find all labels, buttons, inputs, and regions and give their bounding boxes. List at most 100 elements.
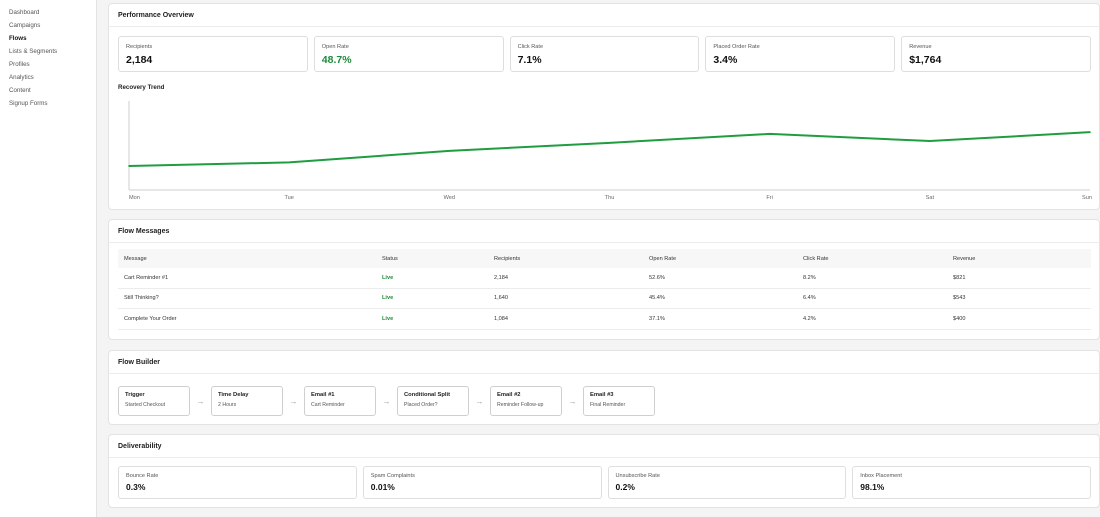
sidebar-item-content[interactable]: Content [9, 87, 31, 94]
flow-step-email-1[interactable]: Email #1 Cart Reminder [304, 386, 376, 416]
metric-label: Inbox Placement [860, 473, 902, 479]
metric-value: $1,764 [909, 54, 942, 66]
arrow-right-icon: → [475, 396, 484, 406]
flow-steps: Trigger Started Checkout → Time Delay 2 … [118, 386, 655, 416]
data-point [288, 161, 290, 164]
sidebar-item-profiles[interactable]: Profiles [9, 61, 30, 68]
column-header-status: Status [382, 255, 398, 262]
deliverability-metrics: Bounce Rate 0.3% Spam Complaints 0.01% U… [118, 466, 1091, 499]
flow-step-email-3[interactable]: Email #3 Final Reminder [583, 386, 655, 416]
sidebar-item-signup-forms[interactable]: Signup Forms [9, 100, 48, 107]
metric-inbox-placement: Inbox Placement 98.1% [852, 466, 1091, 499]
sidebar-item-dashboard[interactable]: Dashboard [9, 9, 40, 16]
sidebar-item-flows[interactable]: Flows [9, 35, 27, 42]
flow-step-conditional-split[interactable]: Conditional Split Placed Order? [397, 386, 469, 416]
metric-value: 98.1% [860, 482, 885, 492]
metric-label: Spam Complaints [370, 473, 415, 479]
metric-click-rate: Click Rate 7.1% [509, 36, 700, 72]
step-subtitle: Placed Order? [404, 402, 438, 408]
arrow-right-icon: → [289, 396, 298, 406]
arrow-right-icon: → [382, 396, 391, 406]
table-row[interactable]: Complete Your Order Live 1,084 37.1% 4.2… [118, 309, 1091, 330]
step-subtitle: Started Checkout [125, 402, 166, 408]
chart-title: Recovery Trend [118, 84, 165, 91]
sidebar-item-campaigns[interactable]: Campaigns [9, 22, 41, 29]
sidebar: Dashboard Campaigns Flows Lists & Segmen… [0, 0, 97, 517]
step-subtitle: Cart Reminder [311, 402, 345, 408]
cell-status: Live [382, 315, 394, 322]
data-point [608, 142, 611, 144]
cell-click-rate: 6.4% [803, 295, 816, 302]
metric-value: 7.1% [517, 54, 542, 66]
sidebar-item-analytics[interactable]: Analytics [9, 74, 34, 81]
table-row[interactable]: Still Thinking? Live 1,640 45.4% 6.4% $5… [118, 289, 1091, 309]
x-tick-label: Fri [766, 195, 773, 201]
cell-open-rate: 52.6% [649, 274, 665, 281]
cell-message: Still Thinking? [124, 295, 159, 302]
metric-placed-order-rate: Placed Order Rate 3.4% [705, 36, 896, 72]
cell-open-rate: 37.1% [649, 315, 665, 322]
step-title: Trigger [125, 392, 145, 398]
series-line-0 [128, 131, 1091, 167]
metric-value: 48.7% [321, 54, 352, 66]
cell-status: Live [382, 274, 394, 281]
flow-step-time-delay[interactable]: Time Delay 2 Hours [211, 386, 283, 416]
arrow-right-icon: → [568, 396, 577, 406]
flow-builder-title: Flow Builder [109, 351, 1099, 374]
cell-revenue: $821 [953, 274, 966, 281]
data-point [128, 165, 130, 167]
metric-value: 2,184 [126, 54, 153, 66]
flow-step-email-2[interactable]: Email #2 Reminder Follow-up [490, 386, 562, 416]
column-header-click-rate: Click Rate [803, 255, 829, 262]
flow-step-trigger[interactable]: Trigger Started Checkout [118, 386, 190, 416]
x-tick-label: Wed [444, 195, 455, 201]
step-subtitle: Reminder Follow-up [497, 402, 544, 408]
step-title: Email #2 [497, 392, 521, 398]
cell-status: Live [382, 295, 394, 302]
flow-messages-title: Flow Messages [109, 220, 1099, 243]
data-point [1089, 131, 1091, 133]
step-subtitle: Final Reminder [590, 402, 626, 408]
column-header-message: Message [124, 255, 147, 262]
performance-overview-card: Performance Overview Recipients 2,184 Op… [108, 3, 1100, 210]
flow-messages-card: Flow Messages Message Status Recipients … [108, 219, 1100, 340]
cell-message: Complete Your Order [124, 315, 177, 322]
data-point [929, 140, 931, 142]
data-point [768, 133, 771, 135]
metric-label: Click Rate [517, 44, 544, 50]
deliverability-card: Deliverability Bounce Rate 0.3% Spam Com… [108, 434, 1100, 508]
column-header-recipients: Recipients [494, 255, 521, 262]
performance-overview-title: Performance Overview [109, 4, 1099, 27]
column-header-open-rate: Open Rate [649, 255, 677, 262]
metric-label: Unsubscribe Rate [615, 473, 660, 479]
column-header-revenue: Revenue [953, 255, 976, 262]
x-tick-label: Mon [129, 195, 140, 201]
metric-value: 0.2% [615, 482, 635, 492]
metric-value: 3.4% [713, 54, 738, 66]
performance-metrics: Recipients 2,184 Open Rate 48.7% Click R… [118, 36, 1091, 72]
table-header-row: Message Status Recipients Open Rate Clic… [118, 249, 1091, 268]
x-tick-label: Sun [1082, 195, 1092, 201]
metric-label: Open Rate [321, 44, 349, 50]
step-title: Email #3 [590, 392, 614, 398]
metric-open-rate: Open Rate 48.7% [313, 36, 504, 72]
metric-label: Recipients [126, 44, 153, 50]
metric-spam-complaints: Spam Complaints 0.01% [362, 466, 602, 499]
cell-revenue: $400 [953, 315, 966, 322]
metric-label: Bounce Rate [126, 473, 159, 479]
sidebar-item-lists-segments[interactable]: Lists & Segments [9, 48, 58, 55]
data-point [448, 150, 451, 152]
metric-label: Placed Order Rate [713, 44, 760, 50]
cell-click-rate: 8.2% [803, 274, 816, 281]
cell-recipients: 2,184 [494, 274, 508, 281]
cell-click-rate: 4.2% [803, 315, 816, 322]
metric-value: 0.01% [370, 482, 395, 492]
deliverability-title: Deliverability [109, 435, 1099, 458]
flow-messages-table: Message Status Recipients Open Rate Clic… [118, 249, 1091, 330]
metric-label: Revenue [909, 44, 932, 50]
step-title: Email #1 [311, 392, 335, 398]
cell-revenue: $543 [953, 295, 966, 302]
table-row[interactable]: Cart Reminder #1 Live 2,184 52.6% 8.2% $… [118, 268, 1091, 289]
cell-open-rate: 45.4% [649, 295, 665, 302]
step-title: Conditional Split [404, 392, 451, 398]
